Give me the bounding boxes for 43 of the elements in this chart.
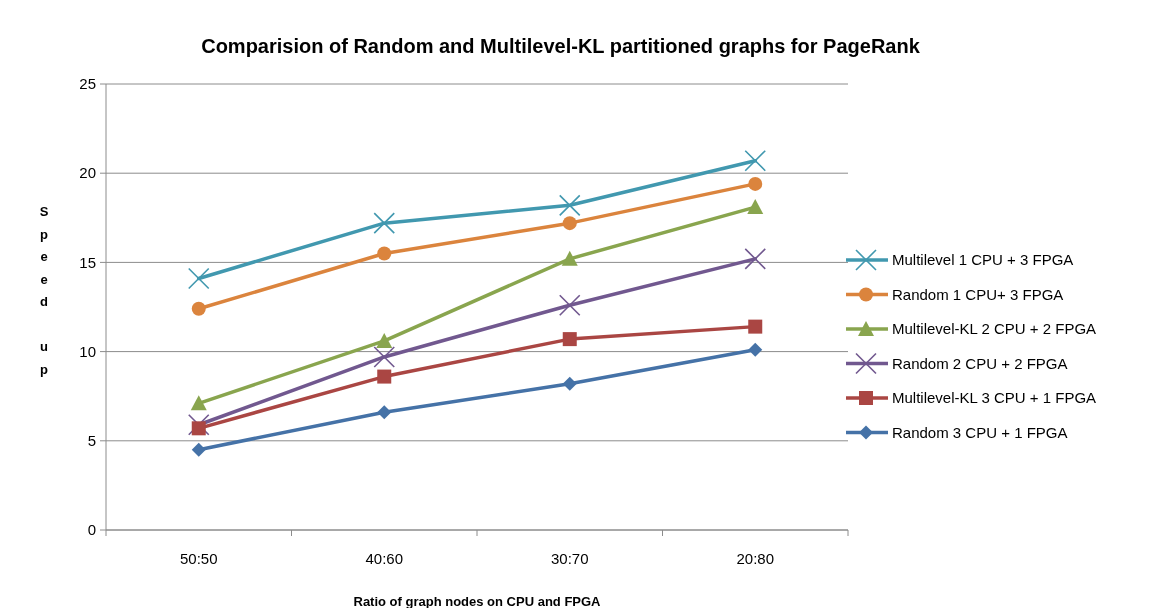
point — [747, 199, 764, 215]
point — [373, 212, 396, 234]
point — [187, 267, 210, 290]
point — [562, 376, 577, 391]
legend-label: Multilevel 1 CPU + 3 FPGA — [892, 251, 1074, 269]
y-tick-label: 15 — [79, 253, 96, 271]
point — [191, 301, 206, 316]
point — [377, 405, 392, 420]
point — [376, 332, 393, 348]
legend-label: Random 2 CPU + 2 FPGA — [892, 354, 1068, 372]
point — [377, 369, 392, 384]
x-tick-label: 50:50 — [179, 550, 218, 567]
point — [558, 194, 581, 217]
point — [187, 413, 210, 436]
y-tick-label: 20 — [79, 164, 96, 182]
point — [377, 246, 392, 261]
point — [373, 346, 396, 368]
legend-label: Multilevel-KL 2 CPU + 2 FPGA — [892, 320, 1097, 338]
x-tick-label: 30:70 — [550, 550, 589, 567]
point — [748, 176, 763, 191]
y-tick-label: 25 — [79, 75, 96, 93]
y-tick-label: 5 — [87, 432, 96, 450]
point — [191, 421, 206, 436]
point — [744, 149, 767, 172]
legend-label: Random 3 CPU + 1 FPGA — [892, 423, 1068, 441]
point — [748, 342, 763, 357]
y-tick-label: 0 — [87, 521, 96, 539]
point — [558, 294, 581, 317]
point — [190, 395, 207, 411]
y-tick-label: 10 — [79, 342, 96, 360]
legend-label: Random 1 CPU+ 3 FPGA — [892, 285, 1064, 303]
chart-title: Comparision of Random and Multilevel-KL partitioned graphs for PageRank — [201, 35, 921, 57]
x-axis-title: Ratio of graph nodes on CPU and FPGA — [353, 594, 602, 609]
point — [191, 442, 206, 457]
point — [748, 319, 763, 334]
point — [562, 332, 577, 347]
point — [562, 216, 577, 231]
legend-label: Multilevel-KL 3 CPU + 1 FPGA — [892, 389, 1097, 407]
x-tick-label: 20:80 — [736, 550, 775, 567]
point — [744, 248, 767, 270]
point — [561, 250, 578, 266]
text: Speed up — [39, 204, 49, 377]
x-tick-label: 40:60 — [365, 550, 404, 567]
